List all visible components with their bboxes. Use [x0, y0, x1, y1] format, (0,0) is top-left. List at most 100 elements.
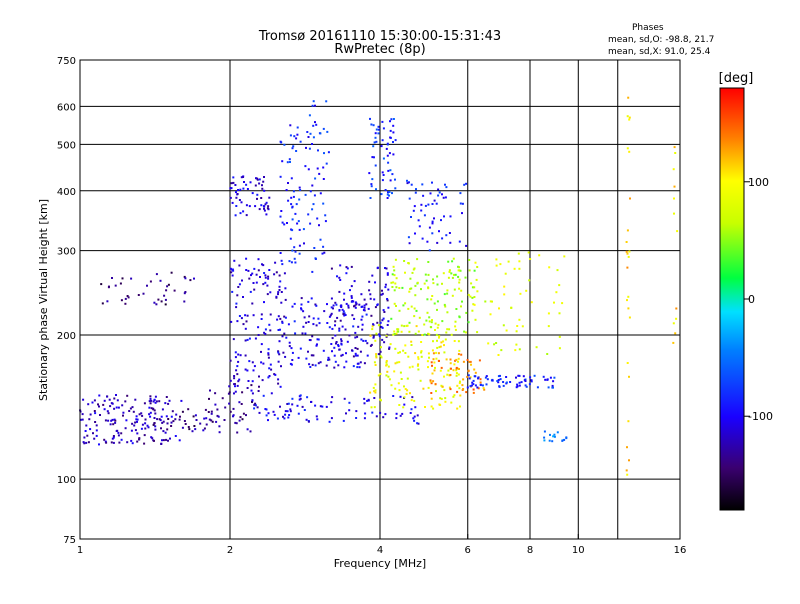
data-point — [294, 332, 297, 335]
data-point — [389, 169, 392, 172]
data-point — [469, 360, 472, 363]
data-point — [386, 370, 389, 373]
data-point — [403, 260, 406, 262]
data-point — [354, 306, 357, 309]
y-tick-label: 75 — [63, 535, 76, 546]
data-point — [230, 187, 233, 190]
data-point — [455, 372, 458, 375]
data-point — [417, 422, 420, 425]
data-point — [277, 360, 280, 363]
data-point — [316, 418, 319, 421]
data-point — [227, 392, 230, 395]
data-point — [497, 375, 500, 378]
data-point — [416, 258, 419, 261]
data-point — [193, 425, 196, 427]
data-point — [386, 197, 389, 199]
data-point — [673, 197, 675, 200]
data-point — [130, 439, 133, 442]
data-point — [365, 313, 368, 316]
data-point — [244, 368, 247, 371]
data-point — [338, 327, 341, 330]
data-point — [154, 425, 157, 428]
data-point — [267, 412, 270, 415]
data-point — [272, 410, 275, 413]
data-point — [458, 382, 461, 385]
data-point — [330, 417, 333, 420]
data-point — [457, 360, 459, 363]
colorbar-tick-label: 0 — [748, 293, 755, 306]
data-point — [322, 349, 325, 352]
data-point — [312, 124, 315, 127]
data-point — [468, 259, 471, 261]
data-point — [319, 361, 322, 364]
data-point — [210, 412, 213, 415]
data-point — [263, 272, 266, 274]
data-point — [290, 363, 293, 366]
data-point — [376, 266, 379, 269]
data-point — [509, 381, 512, 383]
data-point — [331, 396, 334, 399]
data-point — [237, 189, 239, 191]
data-point — [626, 229, 629, 232]
data-point — [305, 146, 307, 149]
data-point — [229, 267, 232, 270]
data-point — [431, 232, 434, 235]
data-point — [316, 343, 318, 346]
data-point — [394, 187, 397, 190]
data-point — [420, 203, 423, 206]
data-point — [495, 258, 498, 261]
data-point — [502, 384, 505, 387]
data-point — [476, 290, 479, 293]
data-point — [382, 416, 385, 419]
data-point — [628, 459, 630, 462]
data-point — [210, 410, 213, 413]
data-point — [403, 385, 405, 388]
data-point — [543, 436, 546, 439]
data-point — [191, 430, 194, 433]
data-point — [375, 188, 377, 191]
data-point — [352, 355, 355, 358]
data-point — [92, 432, 94, 435]
data-point — [391, 286, 394, 288]
data-point — [387, 288, 390, 291]
data-point — [180, 399, 183, 402]
data-point — [263, 209, 266, 212]
data-point — [282, 351, 285, 354]
data-point — [461, 202, 464, 205]
data-point — [277, 329, 280, 331]
data-point — [423, 282, 426, 285]
data-point — [409, 392, 411, 395]
data-point — [476, 266, 479, 268]
data-point — [296, 404, 299, 407]
data-point — [112, 436, 115, 439]
data-point — [160, 427, 162, 430]
data-point — [278, 285, 281, 288]
data-point — [428, 356, 430, 359]
data-point — [369, 391, 372, 394]
data-point — [334, 301, 337, 304]
data-point — [428, 316, 431, 319]
data-point — [325, 100, 328, 103]
data-point — [261, 379, 264, 382]
data-point — [435, 351, 438, 354]
data-point — [533, 374, 536, 377]
data-point — [438, 403, 441, 406]
data-point — [390, 317, 393, 320]
data-point — [357, 325, 360, 328]
data-point — [556, 431, 559, 434]
data-point — [339, 264, 342, 267]
data-point — [286, 222, 288, 224]
data-point — [245, 257, 248, 260]
data-point — [407, 307, 410, 310]
data-point — [497, 379, 500, 381]
data-point — [466, 359, 469, 361]
data-point — [183, 300, 186, 303]
data-point — [547, 312, 550, 315]
data-point — [230, 320, 233, 323]
data-point — [291, 351, 294, 354]
data-point — [147, 426, 150, 429]
data-point — [239, 354, 242, 357]
data-point — [314, 121, 316, 124]
data-point — [438, 230, 440, 233]
data-point — [236, 320, 239, 323]
